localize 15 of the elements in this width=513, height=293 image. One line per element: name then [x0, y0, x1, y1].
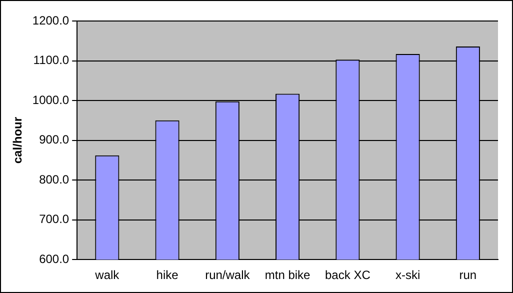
y-tick-label: 1100.0 — [33, 53, 70, 68]
x-tick-label: run/walk — [205, 268, 251, 282]
y-tick-label: 1000.0 — [32, 92, 70, 107]
x-tick-label: mtn bike — [264, 268, 311, 282]
y-tick-label: 700.0 — [39, 212, 70, 226]
x-tick-label: x-ski — [395, 268, 420, 282]
y-axis-title: cal/hour — [10, 116, 25, 164]
y-tick-label: 1200.0 — [32, 13, 70, 28]
y-tick-label: 600.0 — [39, 252, 70, 266]
x-tick-label: back XC — [325, 268, 371, 282]
x-tick-label: run — [459, 268, 477, 282]
y-tick-label: 900.0 — [39, 132, 70, 147]
x-tick-label: hike — [156, 268, 179, 282]
x-tick-label: walk — [94, 268, 120, 282]
y-tick-label: 800.0 — [39, 172, 70, 186]
